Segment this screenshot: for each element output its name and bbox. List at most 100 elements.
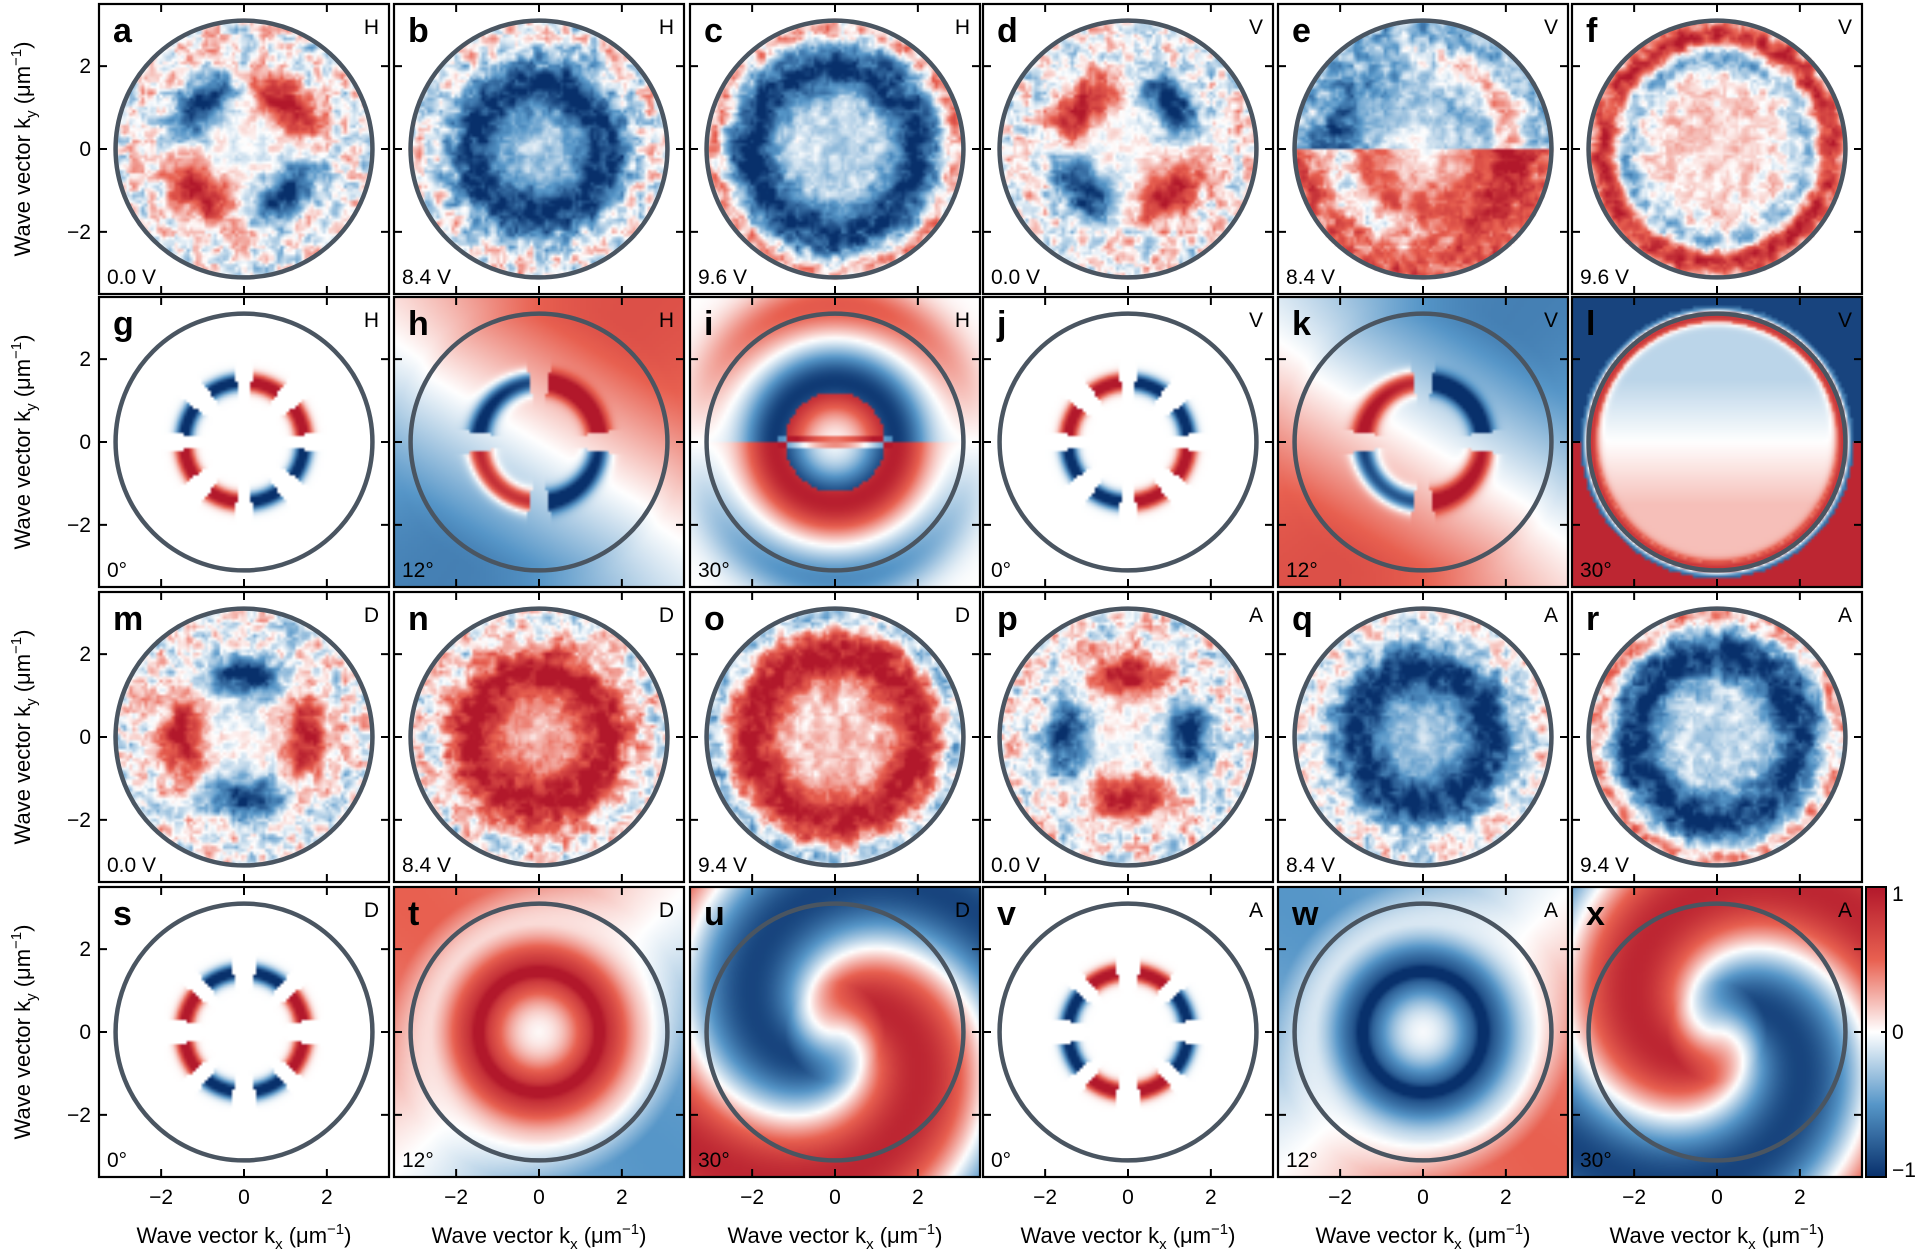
heatmap-s bbox=[99, 887, 389, 1177]
polarization-label-r: A bbox=[1838, 604, 1852, 627]
panel-d: d V 0.0 V bbox=[981, 2, 1275, 296]
y-axis-title-row-0: Wave vector ky (μm−1) bbox=[8, 42, 40, 257]
heatmap-e bbox=[1278, 4, 1568, 294]
panel-r: r A 9.4 V bbox=[1570, 590, 1864, 884]
aperture-circle-o bbox=[704, 606, 966, 868]
panel-letter-k: k bbox=[1292, 305, 1311, 343]
polarization-label-s: D bbox=[364, 899, 379, 922]
heatmap-b bbox=[394, 4, 684, 294]
x-tick-label-w-0: −2 bbox=[1328, 1186, 1352, 1209]
y-axis-title-row-1: Wave vector ky (μm−1) bbox=[8, 335, 40, 550]
polarization-label-o: D bbox=[955, 604, 970, 627]
heatmap-a bbox=[99, 4, 389, 294]
corner-label-l: 30° bbox=[1580, 559, 1612, 582]
heatmap-f bbox=[1572, 4, 1862, 294]
panel-w: w A 12° −2 0 2 bbox=[1276, 885, 1570, 1209]
corner-label-s: 0° bbox=[107, 1149, 127, 1172]
aperture-circle-r bbox=[1586, 606, 1848, 868]
aperture-circle-v bbox=[997, 901, 1259, 1163]
heatmap-j bbox=[983, 297, 1273, 587]
x-tick-label-v-0: −2 bbox=[1033, 1186, 1057, 1209]
heatmap-m bbox=[99, 592, 389, 882]
polarization-label-x: A bbox=[1838, 899, 1852, 922]
y-tick-label-s-0: 2 bbox=[79, 938, 91, 961]
panel-letter-p: p bbox=[997, 600, 1018, 638]
corner-label-q: 8.4 V bbox=[1286, 854, 1335, 877]
corner-label-b: 8.4 V bbox=[402, 266, 451, 289]
heatmap-c bbox=[690, 4, 980, 294]
panel-letter-x: x bbox=[1586, 895, 1605, 933]
corner-label-t: 12° bbox=[402, 1149, 434, 1172]
panel-letter-m: m bbox=[113, 600, 143, 638]
corner-label-u: 30° bbox=[698, 1149, 730, 1172]
colorbar-tick-label-1: 0 bbox=[1892, 1021, 1904, 1044]
aperture-circle-a bbox=[113, 18, 375, 280]
y-tick-label-s-2: −2 bbox=[67, 1104, 91, 1127]
polarization-label-v: A bbox=[1249, 899, 1263, 922]
panel-letter-h: h bbox=[408, 305, 429, 343]
y-tick-label-g-1: 0 bbox=[79, 431, 91, 454]
corner-label-f: 9.6 V bbox=[1580, 266, 1629, 289]
corner-label-c: 9.6 V bbox=[698, 266, 747, 289]
panel-letter-q: q bbox=[1292, 600, 1313, 638]
polarization-label-e: V bbox=[1544, 16, 1558, 39]
aperture-circle-d bbox=[997, 18, 1259, 280]
x-tick-label-w-1: 0 bbox=[1417, 1186, 1429, 1209]
polarization-label-d: V bbox=[1249, 16, 1263, 39]
x-axis-title-col-5: Wave vector kx (μm−1) bbox=[1610, 1221, 1825, 1253]
panel-h: h H 12° bbox=[392, 295, 686, 589]
x-tick-label-x-1: 0 bbox=[1711, 1186, 1723, 1209]
panel-i: i H 30° bbox=[688, 295, 982, 589]
panel-l: l V 30° bbox=[1570, 295, 1864, 589]
x-axis-title-col-4: Wave vector kx (μm−1) bbox=[1316, 1221, 1531, 1253]
panel-e: e V 8.4 V bbox=[1276, 2, 1570, 296]
heatmap-n bbox=[394, 592, 684, 882]
panel-letter-u: u bbox=[704, 895, 725, 933]
polarization-label-j: V bbox=[1249, 309, 1263, 332]
panel-letter-r: r bbox=[1586, 600, 1599, 638]
polarization-label-i: H bbox=[955, 309, 970, 332]
aperture-circle-m bbox=[113, 606, 375, 868]
y-tick-label-m-2: −2 bbox=[67, 809, 91, 832]
panel-letter-e: e bbox=[1292, 12, 1311, 50]
polarization-label-b: H bbox=[659, 16, 674, 39]
y-tick-label-m-1: 0 bbox=[79, 726, 91, 749]
corner-label-k: 12° bbox=[1286, 559, 1318, 582]
panel-b: b H 8.4 V bbox=[392, 2, 686, 296]
heatmap-t bbox=[394, 887, 684, 1177]
x-tick-label-x-2: 2 bbox=[1794, 1186, 1806, 1209]
panel-letter-d: d bbox=[997, 12, 1018, 50]
aperture-circle-n bbox=[408, 606, 670, 868]
x-axis-title-col-3: Wave vector kx (μm−1) bbox=[1021, 1221, 1236, 1253]
aperture-circle-b bbox=[408, 18, 670, 280]
heatmap-p bbox=[983, 592, 1273, 882]
aperture-circle-l bbox=[1586, 311, 1848, 573]
aperture-circle-k bbox=[1292, 311, 1554, 573]
panel-letter-g: g bbox=[113, 305, 134, 343]
y-tick-label-g-2: −2 bbox=[67, 514, 91, 537]
x-tick-label-v-1: 0 bbox=[1122, 1186, 1134, 1209]
polarization-label-g: H bbox=[364, 309, 379, 332]
aperture-circle-e bbox=[1292, 18, 1554, 280]
panel-v: v A 0° −2 0 2 bbox=[981, 885, 1275, 1209]
x-tick-label-u-0: −2 bbox=[740, 1186, 764, 1209]
aperture-circle-h bbox=[408, 311, 670, 573]
corner-label-m: 0.0 V bbox=[107, 854, 156, 877]
aperture-circle-w bbox=[1292, 901, 1554, 1163]
aperture-circle-f bbox=[1586, 18, 1848, 280]
aperture-circle-s bbox=[113, 901, 375, 1163]
colorbar: 1 0 −1 bbox=[1865, 883, 1916, 1182]
heatmap-l bbox=[1572, 297, 1862, 587]
y-tick-label-s-1: 0 bbox=[79, 1021, 91, 1044]
aperture-circle-g bbox=[113, 311, 375, 573]
aperture-circle-t bbox=[408, 901, 670, 1163]
aperture-circle-c bbox=[704, 18, 966, 280]
x-axis-title-col-2: Wave vector kx (μm−1) bbox=[728, 1221, 943, 1253]
panel-letter-f: f bbox=[1586, 12, 1598, 50]
panel-letter-n: n bbox=[408, 600, 429, 638]
y-tick-label-a-1: 0 bbox=[79, 138, 91, 161]
panel-s: s D 0° 2 0 −2 −2 0 2 bbox=[67, 885, 391, 1209]
x-axis-title-col-0: Wave vector kx (μm−1) bbox=[137, 1221, 352, 1253]
x-tick-label-s-1: 0 bbox=[238, 1186, 250, 1209]
